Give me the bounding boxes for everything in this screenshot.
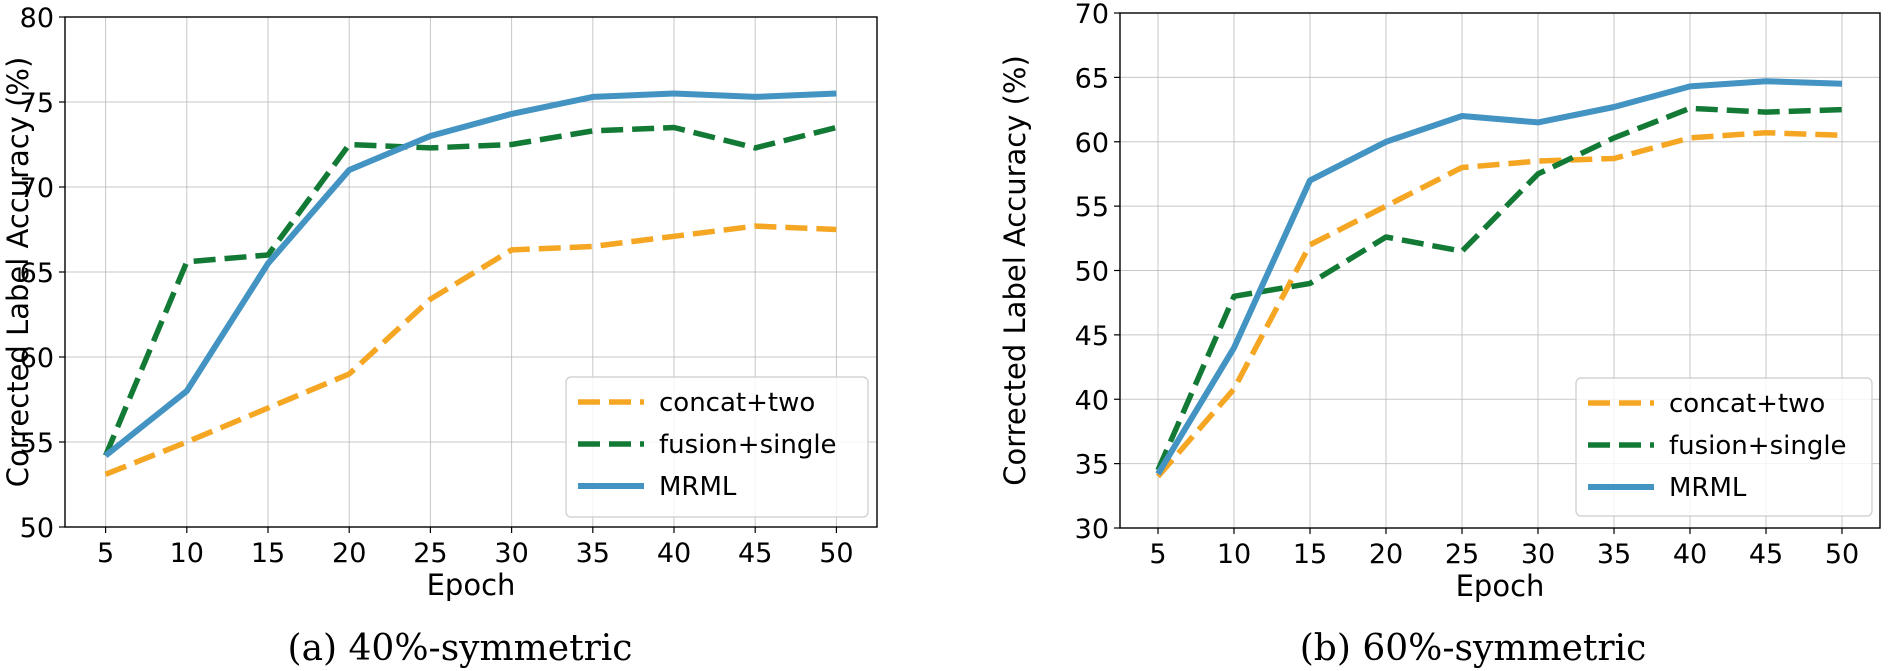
x-tick-label: 25 <box>1445 539 1479 570</box>
plot-frame <box>64 16 878 528</box>
x-tick-label: 10 <box>1217 539 1251 570</box>
y-tick-label: 50 <box>20 513 54 544</box>
y-axis-label: Corrected Label Accuracy (%) <box>998 55 1032 486</box>
x-tick-label: 40 <box>657 538 691 569</box>
panel-caption: (a) 40%-symmetric <box>288 628 633 669</box>
plot-frame <box>1119 12 1881 529</box>
legend-entry-label: fusion+single <box>659 430 837 460</box>
x-tick-label: 30 <box>494 538 528 569</box>
y-tick-label: 40 <box>1075 385 1109 416</box>
series-line-fusion-single <box>1155 105 1843 472</box>
legend-entry-label: MRML <box>1669 473 1747 503</box>
x-tick-label: 15 <box>1293 539 1327 570</box>
y-tick-label: 60 <box>1075 128 1109 159</box>
x-tick-label: 50 <box>1825 539 1859 570</box>
y-tick-label: 60 <box>20 343 54 374</box>
legend-box <box>1575 377 1873 517</box>
y-tick-label: 50 <box>1075 257 1109 288</box>
x-tick-label: 15 <box>251 538 285 569</box>
x-tick-label: 45 <box>738 538 772 569</box>
y-tick-label: 65 <box>20 258 54 289</box>
x-tick-label: 20 <box>1369 539 1403 570</box>
x-tick-label: 35 <box>1597 539 1631 570</box>
x-tick-label: 10 <box>170 538 204 569</box>
x-tick-label: 45 <box>1749 539 1783 570</box>
x-tick-label: 25 <box>413 538 447 569</box>
y-tick-label: 55 <box>1075 192 1109 223</box>
y-tick-label: 70 <box>20 173 54 204</box>
x-tick-label: 20 <box>332 538 366 569</box>
y-tick-label: 65 <box>1075 63 1109 94</box>
y-axis-label: Corrected Label Accuracy (%) <box>1 57 35 488</box>
y-tick-label: 45 <box>1075 321 1109 352</box>
y-tick-label: 70 <box>1075 0 1109 30</box>
y-tick-label: 75 <box>20 88 54 119</box>
legend-entry-label: concat+two <box>659 388 815 418</box>
legend: concat+two fusion+single MRML <box>1575 377 1873 517</box>
y-tick-label: 30 <box>1075 514 1109 545</box>
legend-entry-label: fusion+single <box>1669 431 1847 461</box>
y-tick-label: 80 <box>20 3 54 34</box>
legend-entry-label: concat+two <box>1669 389 1825 419</box>
panel-caption: (b) 60%-symmetric <box>1300 628 1647 669</box>
x-tick-label: 40 <box>1673 539 1707 570</box>
x-axis-label: Epoch <box>1456 569 1545 603</box>
y-tick-label: 55 <box>20 428 54 459</box>
series-line-concat-two <box>1155 129 1843 479</box>
series-line-concat-two <box>104 223 837 477</box>
chart-panel-b: 5 10 15 20 25 30 35 40 45 50 30 35 40 45 50 55 60 65 70 Epo… <box>998 0 1881 669</box>
chart-panel-a: 5 10 15 20 25 30 35 40 45 50 50 55 60 65 70 75 80 Epoch Co… <box>1 3 878 669</box>
x-tick-label: 5 <box>1149 539 1166 570</box>
series-line-MRML <box>1155 78 1843 476</box>
series-line-fusion-single <box>103 124 838 457</box>
x-tick-label: 30 <box>1521 539 1555 570</box>
x-tick-label: 35 <box>576 538 610 569</box>
x-tick-label: 5 <box>97 538 114 569</box>
x-tick-label: 50 <box>819 538 853 569</box>
x-axis-label: Epoch <box>427 568 516 602</box>
legend: concat+two fusion+single MRML <box>565 376 869 518</box>
y-tick-label: 35 <box>1075 450 1109 481</box>
series-line-MRML <box>103 90 837 458</box>
legend-entry-label: MRML <box>659 472 737 502</box>
legend-box <box>565 376 869 518</box>
